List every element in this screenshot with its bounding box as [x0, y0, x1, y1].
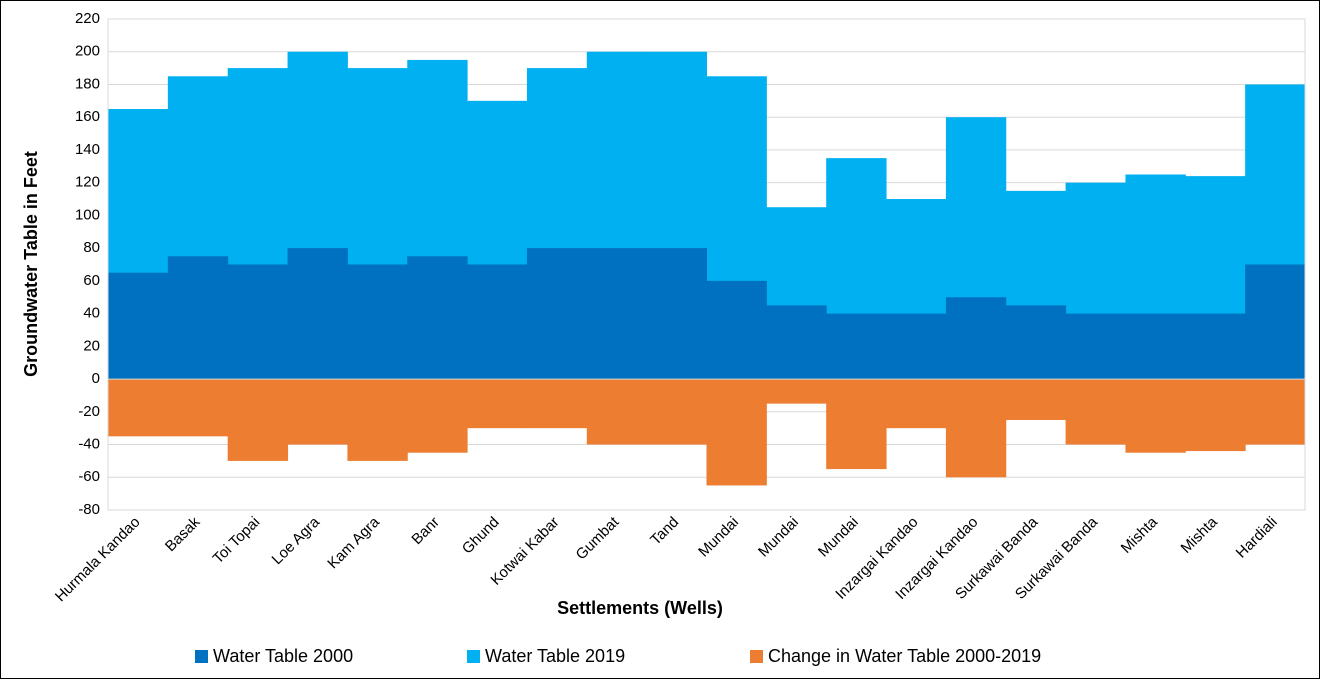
y-tick-label: 0: [92, 370, 100, 387]
y-tick-label: -40: [78, 436, 100, 453]
bar: [706, 379, 767, 486]
bar: [1005, 379, 1067, 420]
y-tick-label: 140: [75, 141, 100, 158]
legend-swatch: [467, 650, 480, 663]
y-tick-label: -20: [78, 403, 100, 420]
bar: [945, 379, 1007, 478]
bar: [167, 256, 229, 380]
bar: [646, 379, 707, 445]
bar: [886, 379, 947, 429]
bar: [886, 313, 947, 380]
legend-text: Change in Water Table 2000-2019: [768, 646, 1041, 666]
y-tick-label: 160: [75, 108, 100, 125]
bar: [1125, 313, 1186, 380]
bar: [227, 264, 289, 380]
bar: [766, 379, 827, 404]
bar: [1005, 305, 1067, 380]
bar: [945, 297, 1007, 380]
y-tick-label: 60: [83, 272, 100, 289]
y-tick-label: 120: [75, 174, 100, 191]
bar: [526, 248, 588, 380]
bar: [347, 264, 408, 380]
bar: [467, 264, 528, 380]
bar: [108, 379, 169, 437]
y-tick-label: 200: [75, 43, 100, 60]
legend-swatch: [750, 650, 763, 663]
bar: [407, 379, 468, 453]
bar: [1245, 379, 1306, 445]
legend-swatch: [195, 650, 208, 663]
bar: [826, 313, 887, 380]
y-tick-label: 180: [75, 75, 100, 92]
y-axis-title: Groundwater Table in Feet: [21, 151, 41, 377]
bar: [1185, 379, 1246, 452]
bar: [227, 379, 289, 461]
bar: [347, 379, 408, 461]
bar: [1185, 313, 1246, 380]
y-tick-label: 40: [83, 305, 100, 322]
bar: [826, 379, 887, 470]
bar: [287, 379, 348, 445]
bar: [1065, 379, 1126, 445]
legend-text: Water Table 2000: [213, 646, 353, 666]
y-tick-label: -60: [78, 468, 100, 485]
bar: [1065, 313, 1126, 380]
bar: [287, 248, 348, 380]
bar: [706, 280, 767, 380]
y-tick-label: 220: [75, 10, 100, 27]
bar: [526, 379, 588, 429]
bar: [407, 256, 468, 380]
bar: [167, 379, 229, 437]
bar: [586, 379, 648, 445]
y-tick-label: 80: [83, 239, 100, 256]
y-tick-label: 100: [75, 206, 100, 223]
bar: [586, 248, 648, 380]
bar: [646, 248, 707, 380]
bar: [1245, 264, 1306, 380]
y-tick-label: -80: [78, 501, 100, 518]
bar: [467, 379, 528, 429]
y-tick-label: 20: [83, 337, 100, 354]
plot-border: [107, 18, 1306, 511]
bar: [1125, 379, 1186, 453]
bar: [766, 305, 827, 380]
legend-text: Water Table 2019: [485, 646, 625, 666]
x-axis-title: Settlements (Wells): [557, 598, 723, 618]
bar: [108, 272, 169, 380]
